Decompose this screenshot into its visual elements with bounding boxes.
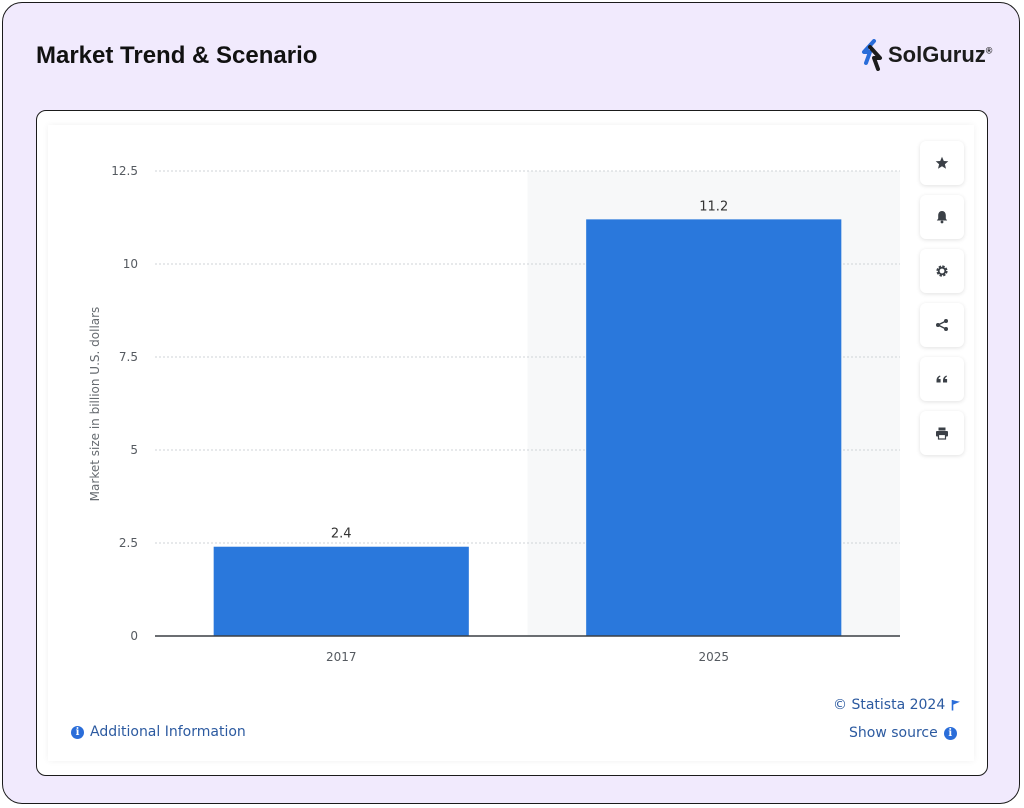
- y-tick-label: 5: [130, 443, 138, 457]
- cite-button[interactable]: [920, 357, 964, 401]
- page-title: Market Trend & Scenario: [36, 42, 318, 69]
- bar-2017: [213, 546, 469, 636]
- print-icon: [936, 427, 948, 440]
- favorite-button[interactable]: [920, 141, 964, 185]
- additional-information-label[interactable]: Additional Information: [90, 724, 246, 740]
- bar-2025: [586, 219, 842, 637]
- show-source-label[interactable]: Show source: [849, 725, 938, 741]
- data-label: 11.2: [699, 199, 728, 214]
- additional-information-link[interactable]: i Additional Information: [71, 724, 246, 740]
- y-tick-label: 7.5: [119, 350, 138, 364]
- brand-registered-mark: ®: [985, 45, 993, 56]
- notification-button[interactable]: [920, 195, 964, 239]
- settings-button[interactable]: [920, 249, 964, 293]
- y-tick-label: 2.5: [119, 536, 138, 550]
- y-tick-label: 0: [130, 629, 138, 643]
- y-axis-label: Market size in billion U.S. dollars: [88, 307, 102, 502]
- info-icon: i: [71, 725, 84, 739]
- brand-logo: SolGuruz®: [860, 38, 992, 72]
- share-button[interactable]: [920, 303, 964, 347]
- flag-icon: [951, 700, 961, 711]
- copyright-text[interactable]: © Statista 2024: [833, 697, 946, 713]
- quote-icon: [936, 375, 948, 383]
- share-icon: [936, 319, 948, 331]
- chart-toolbar: [920, 141, 966, 455]
- y-tick-label: 12.5: [111, 164, 138, 178]
- info-icon: i: [943, 726, 957, 740]
- data-label: 2.4: [331, 527, 352, 542]
- brand-name: SolGuruz®: [888, 42, 993, 67]
- y-tick-label: 10: [123, 257, 138, 271]
- star-icon: [935, 156, 949, 169]
- statista-copyright[interactable]: © Statista 2024: [833, 697, 961, 713]
- gear-icon: [936, 265, 948, 277]
- show-source-link[interactable]: Show source i: [849, 725, 957, 741]
- brand-logo-icon: [862, 39, 882, 71]
- bell-icon: [936, 211, 948, 224]
- print-button[interactable]: [920, 411, 964, 455]
- x-tick-label: 2025: [698, 650, 729, 664]
- x-tick-label: 2017: [326, 650, 357, 664]
